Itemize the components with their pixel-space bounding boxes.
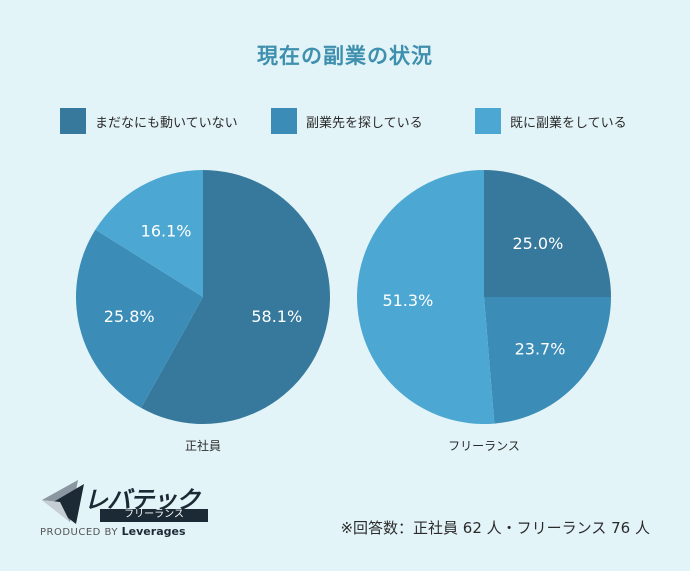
pie-chart-freelance: 25.0% 23.7% 51.3% (356, 170, 611, 424)
logo-mark-icon (42, 480, 84, 524)
legend-item-not-started: まだなにも動いていない (60, 108, 238, 134)
pie-caption-freelance: フリーランス (448, 439, 520, 453)
pie-label-employee-already: 16.1% (141, 221, 192, 240)
logo-produced-text: PRODUCED BY (40, 527, 118, 538)
pie-label-freelance-searching: 23.7% (515, 340, 566, 359)
response-count-note: ※回答数：正社員 62 人・フリーランス 76 人 (340, 519, 650, 537)
pie-caption-employee: 正社員 (185, 438, 221, 453)
pie-label-freelance-not-started: 25.0% (512, 234, 563, 253)
legend-label-not-started: まだなにも動いていない (95, 115, 238, 131)
chart-title: 現在の副業の状況 (257, 44, 433, 68)
pie-slice-employee-already (95, 170, 203, 297)
logo-brand-text: Leverages (121, 525, 186, 538)
levtech-logo: レバテック フリーランス PRODUCED BY Leverages (40, 478, 210, 540)
pie-slice-freelance-already (356, 170, 495, 424)
pie-slice-employee-not-started (141, 170, 330, 424)
logo-sub-text: フリーランス (124, 509, 184, 520)
logo-produced-by: PRODUCED BY Leverages (40, 525, 186, 538)
legend-swatch-not-started (60, 108, 86, 134)
pie-chart-employee: 58.1% 25.8% 16.1% (75, 170, 330, 424)
pie-slice-freelance-not-started (484, 170, 611, 297)
pie-label-freelance-already: 51.3% (382, 291, 433, 310)
legend-swatch-already (475, 108, 501, 134)
legend-item-already: 既に副業をしている (475, 108, 627, 134)
pie-label-employee-searching: 25.8% (104, 307, 155, 326)
pie-slice-employee-searching (75, 229, 203, 408)
legend-label-already: 既に副業をしている (510, 115, 627, 131)
pie-label-employee-not-started: 58.1% (251, 307, 302, 326)
legend-label-searching: 副業先を探している (306, 115, 423, 131)
legend-swatch-searching (271, 108, 297, 134)
legend-item-searching: 副業先を探している (271, 108, 423, 134)
logo-sub-box (100, 509, 208, 522)
pie-slice-freelance-searching (484, 297, 611, 424)
